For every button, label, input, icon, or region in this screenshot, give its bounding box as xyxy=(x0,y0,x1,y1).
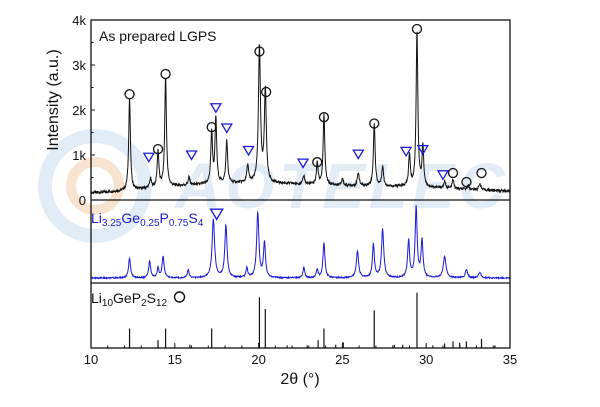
li10gep2s12-peak-marker xyxy=(260,86,272,98)
label-text: Li xyxy=(91,210,102,226)
li10gep2s12-peak-marker xyxy=(411,23,423,35)
x-tick-label: 10 xyxy=(84,352,98,367)
x-tick-label: 15 xyxy=(168,352,182,367)
label-subscript: 12 xyxy=(156,298,168,309)
li325ge025p075s4-peak-marker xyxy=(242,145,255,157)
middle-pattern-line xyxy=(90,205,511,280)
y-tick-label: 0 xyxy=(79,193,86,208)
top-pattern-line xyxy=(90,31,511,195)
plot-frame xyxy=(90,19,511,349)
label-text: S xyxy=(147,290,156,306)
watermark-text: AOTELEC xyxy=(173,150,509,222)
watermark-logo-inner xyxy=(66,157,124,215)
x-tick-label: 20 xyxy=(251,352,265,367)
li325ge025p075s4-peak-marker xyxy=(416,144,429,156)
middle-panel xyxy=(90,205,511,280)
x-tick-label: 35 xyxy=(503,352,517,367)
li10gep2s12-peak-marker xyxy=(461,176,472,188)
label-subscript: 4 xyxy=(198,218,204,229)
bottom-panel-label: Li10GeP2S12 xyxy=(91,290,168,309)
y-axis-label: Intensity (a.u.) xyxy=(45,49,62,150)
li10gep2s12-peak-marker xyxy=(312,157,323,168)
li10gep2s12-peak-marker xyxy=(160,68,171,80)
y-tick-label: 1k xyxy=(72,148,86,163)
axes: 0 1k 2k 3k 4k 10 15 20 25 30 35 xyxy=(72,13,517,367)
label-text: Li xyxy=(91,290,102,306)
li10gep2s12-peak-marker xyxy=(318,112,330,123)
label-subscript: 0.25 xyxy=(140,218,160,229)
label-text: P xyxy=(160,210,169,226)
watermark-logo-ring xyxy=(38,129,152,243)
li325ge025p075s4-peak-marker xyxy=(296,158,310,169)
x-tick-label: 25 xyxy=(335,352,349,367)
li10gep2s12-peak-marker xyxy=(206,121,217,133)
li10gep2s12-peak-marker xyxy=(254,46,265,57)
bottom-legend-circle-marker xyxy=(173,291,186,303)
label-text: S xyxy=(188,210,197,226)
middle-panel-label: Li3.25Ge0.25P0.75S4 xyxy=(91,210,204,229)
y-tick-label: 2k xyxy=(72,103,86,118)
li325ge025p075s4-peak-marker xyxy=(220,123,233,134)
top-panel xyxy=(90,23,511,195)
y-tick-label: 4k xyxy=(72,13,86,28)
y-tick-label: 3k xyxy=(72,58,86,73)
li325ge025p075s4-peak-marker xyxy=(352,149,365,160)
label-subscript: 2 xyxy=(141,298,147,309)
top-panel-label: As prepared LGPS xyxy=(99,28,217,44)
bottom-panel xyxy=(128,292,496,348)
middle-legend-triangle-marker xyxy=(209,208,224,221)
x-axis-label: 2θ (°) xyxy=(280,371,319,388)
label-text: Ge xyxy=(121,210,140,226)
li10gep2s12-peak-marker xyxy=(476,167,487,179)
x-tick-label: 30 xyxy=(419,352,433,367)
li325ge025p075s4-peak-marker xyxy=(185,150,198,161)
label-text: GeP xyxy=(113,290,141,306)
label-subscript: 3.25 xyxy=(102,218,122,229)
li325ge025p075s4-peak-marker xyxy=(209,103,222,114)
watermark: AOTELEC xyxy=(38,129,509,243)
li325ge025p075s4-peak-marker xyxy=(142,152,155,164)
label-subscript: 0.75 xyxy=(169,218,189,229)
li10gep2s12-peak-marker xyxy=(152,143,164,155)
li10gep2s12-peak-marker xyxy=(369,118,380,129)
li10gep2s12-peak-marker xyxy=(447,167,459,179)
li10gep2s12-peak-marker xyxy=(124,89,135,100)
label-subscript: 10 xyxy=(102,298,114,309)
li325ge025p075s4-peak-marker xyxy=(399,146,413,158)
li325ge025p075s4-peak-marker xyxy=(436,170,450,181)
